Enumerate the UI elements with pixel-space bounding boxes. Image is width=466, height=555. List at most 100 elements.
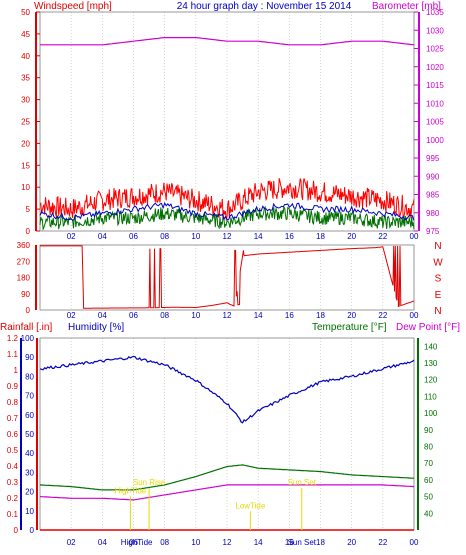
x-overlay-label: Sun Set: [288, 538, 317, 547]
temperature-tick-label: 110: [424, 392, 437, 401]
temperature-tick-label: 130: [424, 359, 438, 368]
rainfall-tick-label: 0.2: [7, 494, 19, 503]
x-tick-label: 08: [160, 538, 169, 547]
temperature-tick-label: 80: [424, 443, 433, 452]
humidity-tick-label: 60: [25, 411, 34, 420]
temperature-tick-label: 140: [424, 342, 438, 351]
windspeed-tick-label: 25: [21, 118, 30, 127]
humidity-tick-label: 30: [25, 468, 34, 477]
plot-frame: [39, 244, 415, 311]
humidity-tick-label: 0: [30, 526, 35, 535]
x-tick-label: 16: [285, 311, 294, 320]
windspeed-tick-label: 0: [26, 227, 31, 236]
series-average-line: [39, 201, 415, 221]
barometer-tick-label: 1020: [426, 63, 444, 72]
temperature-tick-label: 50: [424, 493, 433, 502]
x-tick-label: 06: [129, 311, 138, 320]
x-tick-label: 12: [223, 232, 232, 241]
x-tick-label: 10: [191, 311, 200, 320]
x-overlay-label: HighTide: [121, 538, 153, 547]
x-tick-label: 00: [410, 311, 419, 320]
windspeed-tick-label: 5: [26, 205, 31, 214]
compass-tick-label: S: [435, 274, 442, 285]
barometer-tick-label: 980: [426, 209, 440, 218]
x-tick-label: 02: [67, 538, 76, 547]
temperature-tick-label: 70: [424, 459, 433, 468]
barometer-tick-label: 1010: [426, 99, 444, 108]
x-tick-label: 18: [316, 232, 325, 241]
compass-tick-label: N: [434, 241, 441, 252]
barometer-tick-label: 995: [426, 154, 440, 163]
series-wind-direction: [40, 245, 415, 309]
temperature-tick-label: 40: [424, 509, 433, 518]
barometer-tick-label: 1015: [426, 81, 444, 90]
windspeed-tick-label: 40: [21, 52, 30, 61]
windspeed-tick-label: 10: [21, 183, 30, 192]
annotation-label: HighTide: [115, 486, 147, 495]
x-tick-label: 18: [316, 311, 325, 320]
rainfall-tick-label: 1.2: [7, 334, 19, 343]
x-tick-label: 10: [191, 538, 200, 547]
barometer-axis-label: Barometer [mb]: [372, 1, 441, 12]
windspeed-axis-label: Windspeed [mph]: [34, 1, 112, 12]
x-tick-label: 12: [223, 311, 232, 320]
series-gust-line: [39, 178, 415, 222]
series-green-line: [39, 205, 415, 231]
x-tick-label: 12: [223, 538, 232, 547]
x-tick-label: 08: [160, 311, 169, 320]
x-tick-label: 04: [98, 538, 107, 547]
rainfall-tick-label: 0.1: [7, 510, 19, 519]
humidity-tick-label: 40: [25, 449, 34, 458]
temperature-axis-label: Temperature [°F]: [312, 322, 387, 333]
x-tick-label: 14: [254, 311, 263, 320]
barometer-tick-label: 1030: [426, 26, 444, 35]
annotation-label: Sun Rise: [133, 478, 166, 487]
annotation-label: LowTide: [235, 501, 265, 510]
x-tick-label: 00: [410, 232, 419, 241]
compass-tick-label: E: [435, 290, 442, 301]
windspeed-tick-label: 45: [21, 30, 30, 39]
x-tick-label: 10: [191, 232, 200, 241]
x-tick-label: 04: [98, 232, 107, 241]
humidity-tick-label: 10: [25, 507, 34, 516]
x-tick-label: 16: [285, 538, 294, 547]
humidity-tick-label: 100: [21, 334, 35, 343]
temperature-tick-label: 90: [424, 426, 433, 435]
series-dewpoint-line: [39, 484, 415, 501]
barometer-tick-label: 990: [426, 172, 440, 181]
windspeed-tick-label: 15: [21, 161, 30, 170]
x-tick-label: 02: [67, 232, 76, 241]
windspeed-tick-label: 20: [21, 139, 30, 148]
x-tick-label: 22: [378, 538, 387, 547]
windspeed-tick-label: 30: [21, 96, 30, 105]
rainfall-tick-label: 0.9: [7, 382, 19, 391]
rainfall-axis-label: Rainfall [.in]: [0, 322, 52, 333]
rainfall-tick-label: 0.6: [7, 430, 19, 439]
rainfall-tick-label: 1.1: [7, 350, 19, 359]
rainfall-tick-label: 0.7: [7, 414, 19, 423]
rainfall-tick-label: 0.8: [7, 398, 19, 407]
windspeed-tick-label: 35: [21, 74, 30, 83]
x-tick-label: 02: [67, 311, 76, 320]
series-barometer-line: [40, 37, 415, 46]
barometer-tick-label: 975: [426, 227, 440, 236]
windspeed-tick-label: 50: [21, 8, 30, 17]
x-tick-label: 06: [129, 232, 138, 241]
compass-tick-label: W: [433, 257, 443, 268]
temperature-tick-label: 120: [424, 376, 438, 385]
x-tick-label: 08: [160, 232, 169, 241]
x-tick-label: 14: [254, 232, 263, 241]
barometer-tick-label: 1035: [426, 8, 444, 17]
compass-tick-label: N: [434, 306, 441, 317]
chart-title: 24 hour graph day : November 15 2014: [177, 1, 352, 12]
direction-tick-label: 90: [21, 290, 30, 299]
humidity-tick-label: 50: [25, 430, 34, 439]
x-tick-label: 20: [347, 232, 356, 241]
humidity-tick-label: 20: [25, 488, 34, 497]
humidity-tick-label: 70: [25, 392, 34, 401]
rainfall-tick-label: 0.5: [7, 446, 19, 455]
x-tick-label: 14: [254, 538, 263, 547]
rainfall-tick-label: 0: [14, 526, 19, 535]
